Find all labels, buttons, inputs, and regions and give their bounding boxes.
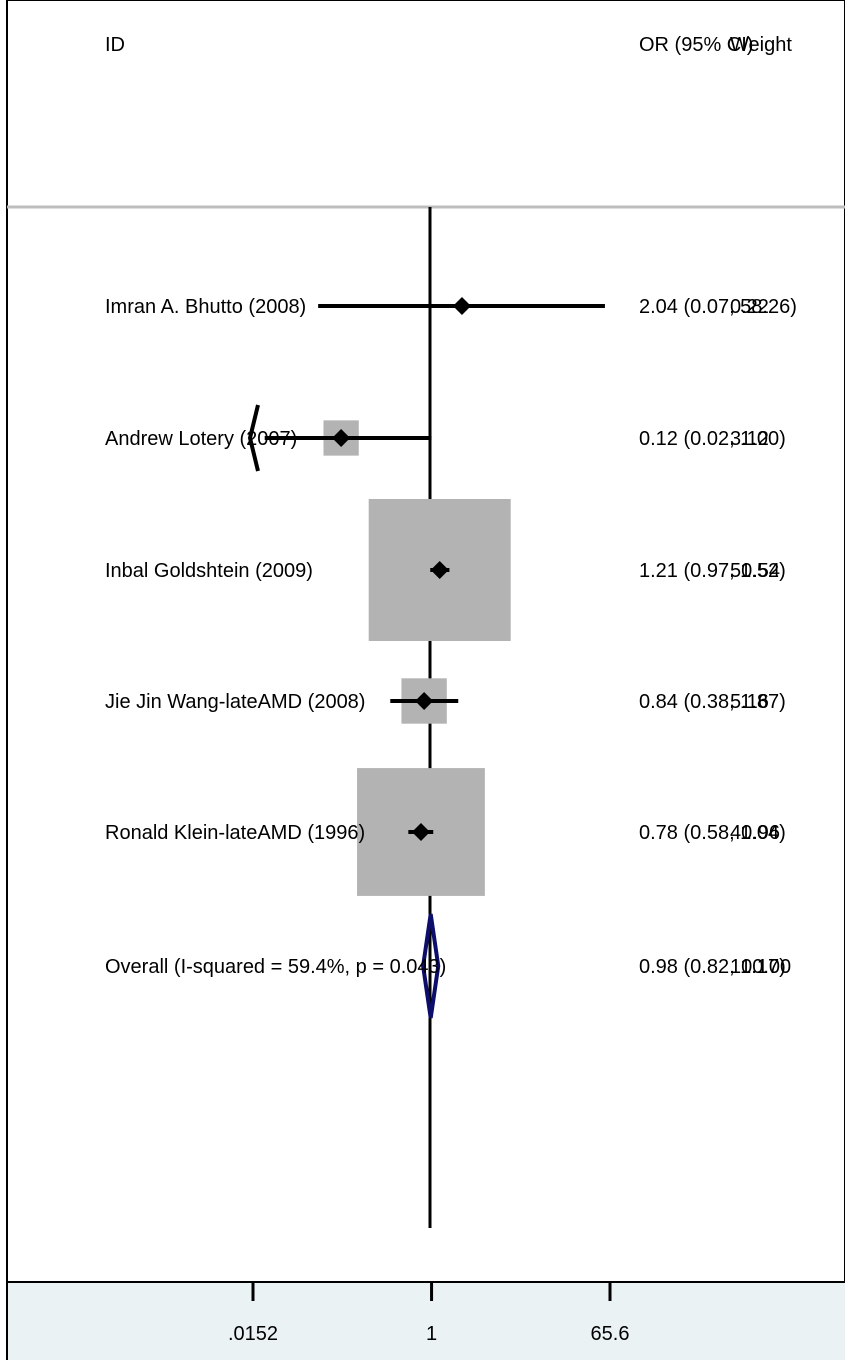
study-weight: 3.12 [730,428,769,450]
header-weight-label: Weight [730,34,792,56]
x-tick-label: 65.6 [591,1323,630,1345]
row-text-layer: Imran A. Bhutto (2008) 2.04 (0.07, 58.26)… [105,296,797,978]
study-point-estimate [415,692,434,710]
marks-layer [247,297,605,1019]
study-weight: 50.54 [730,560,780,582]
header-id-label: ID [105,34,125,56]
study-or-ci: 0.12 (0.02, 1.00) [639,428,786,450]
overall-label: Overall (I-squared = 59.4%, p = 0.043) [105,956,446,978]
x-tick-label: .0152 [228,1323,278,1345]
study-weight: 0.22 [730,296,769,318]
x-tick-label: 1 [426,1323,437,1345]
study-weight: 5.16 [730,691,769,713]
study-point-estimate [430,561,449,579]
study-label: Imran A. Bhutto (2008) [105,296,306,318]
study-point-estimate [411,823,430,841]
study-label: Inbal Goldshtein (2009) [105,560,313,582]
study-point-estimate [332,429,351,447]
axis-band [8,1282,845,1360]
study-or-ci: 1.21 (0.97, 1.52) [639,560,786,582]
study-weight: 40.96 [730,822,780,844]
overall-weight: 100.00 [730,956,791,978]
header-effect-label: OR (95% CI) [639,34,753,56]
study-point-estimate [452,297,471,315]
study-label: Jie Jin Wang-lateAMD (2008) [105,691,365,713]
study-label: Andrew Lotery (2007) [105,428,297,450]
x-axis-ticks: .0152 1 65.6 [228,1282,630,1345]
overall-diamond [421,913,441,1019]
ci-truncation-arrow [247,404,260,472]
study-or-ci: 2.04 (0.07, 58.26) [639,296,797,318]
study-label: Ronald Klein-lateAMD (1996) [105,822,365,844]
study-or-ci: 0.84 (0.38, 1.87) [639,691,786,713]
overall-or-ci: 0.98 (0.82, 1.17) [639,956,786,978]
study-or-ci: 0.78 (0.58, 1.04) [639,822,786,844]
